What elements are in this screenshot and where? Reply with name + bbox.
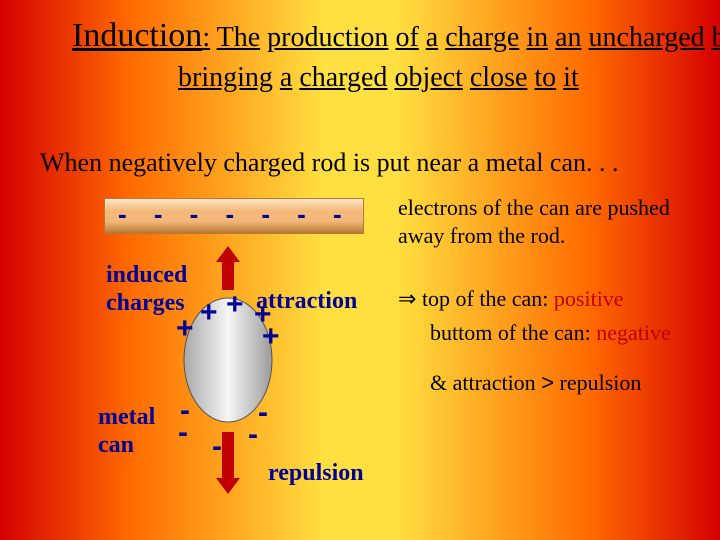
text-electrons: electrons of the can are pushedaway from… (398, 194, 670, 249)
rod-minus: - (333, 199, 342, 230)
rod-minus: - (297, 199, 306, 230)
attraction-arrow (216, 246, 240, 290)
induced-plus: + (262, 322, 280, 352)
text-top-positive: ⇒ top of the can: positive (398, 286, 624, 312)
title-keyword: Induction (72, 17, 202, 54)
text-bottom-negative: buttom of the can: negative (430, 320, 671, 346)
rod-minus: - (226, 199, 235, 230)
subtitle: When negatively charged rod is put near … (40, 148, 619, 178)
label-metal-can: metalcan (98, 404, 155, 459)
induced-plus: + (226, 290, 244, 320)
induced-minus: - (212, 432, 222, 462)
rod-minus: - (154, 199, 163, 230)
label-induced-charges: inducedcharges (106, 262, 187, 317)
title: Induction: The production of a charge in… (72, 18, 720, 100)
induced-plus: + (200, 298, 218, 328)
rod-minus: - (118, 199, 127, 230)
arrow-glyph: ⇒ (398, 286, 416, 311)
label-attraction: attraction (256, 288, 357, 316)
rod-minus: - (261, 199, 270, 230)
text-attraction-gt-repulsion: & attraction > repulsion (430, 370, 641, 396)
induced-minus: - (258, 398, 268, 428)
induced-minus: - (248, 420, 258, 450)
label-repulsion: repulsion (268, 460, 364, 488)
induced-plus: + (176, 314, 194, 344)
induced-minus: - (178, 418, 188, 448)
title-rest: : The production of a charge in an uncha… (178, 22, 720, 93)
rod-minus: - (190, 199, 199, 230)
